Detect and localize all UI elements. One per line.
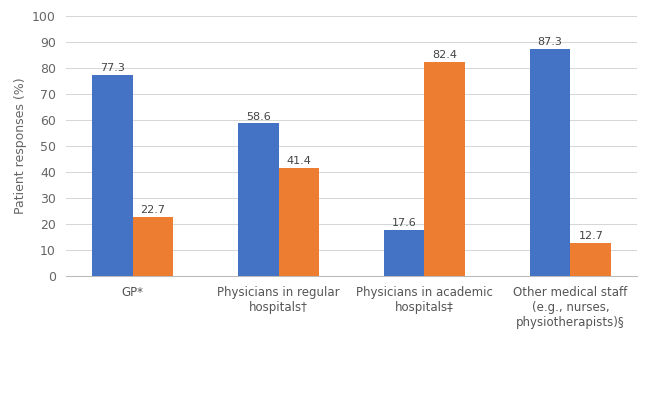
Text: 17.6: 17.6 [392,218,417,228]
Text: 41.4: 41.4 [286,156,311,166]
Text: 12.7: 12.7 [578,231,603,241]
Text: 87.3: 87.3 [537,37,562,47]
Bar [424,61,465,276]
Text: 77.3: 77.3 [100,63,125,73]
Text: 82.4: 82.4 [432,50,457,60]
Bar [570,243,611,276]
Bar [92,75,133,276]
Bar [279,168,319,276]
Bar [530,49,570,276]
Text: 58.6: 58.6 [246,112,271,122]
Text: 22.7: 22.7 [141,205,166,215]
Bar [384,230,424,276]
Bar [133,217,173,276]
Y-axis label: Patient responses (%): Patient responses (%) [14,78,26,214]
Bar [238,123,279,276]
